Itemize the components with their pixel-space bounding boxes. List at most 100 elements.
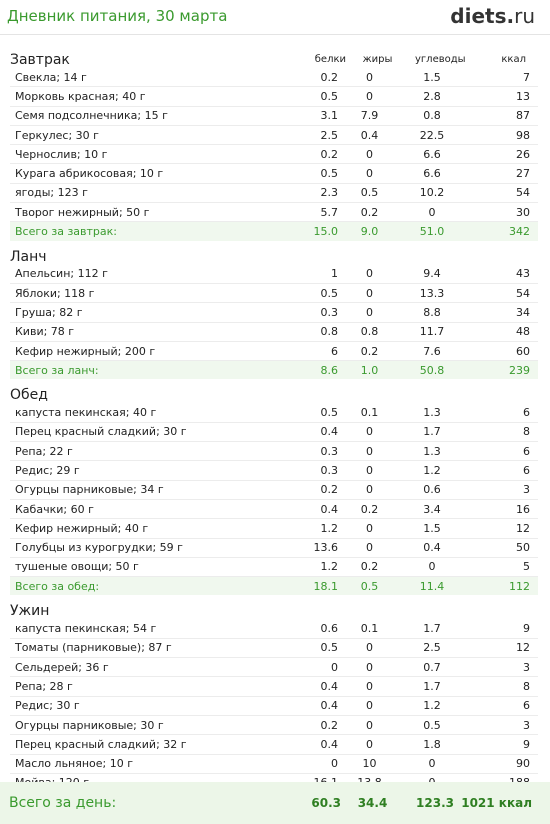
food-kcal: 34: [516, 305, 530, 319]
food-row: Репа; 22 г 0.3 0 1.3 6: [10, 442, 538, 462]
day-total-fat: 34.4: [357, 796, 388, 810]
food-fat: 0: [366, 660, 373, 674]
food-protein: 0.2: [320, 70, 339, 84]
meal-header: Обед: [0, 383, 550, 403]
food-protein: 0.5: [320, 641, 339, 655]
food-fat: 0.5: [360, 186, 379, 200]
food-protein: 6: [331, 344, 338, 358]
food-row: Киви; 78 г 0.8 0.8 11.7 48: [10, 323, 538, 342]
food-carbs: 3.4: [423, 502, 441, 516]
food-protein: 0.5: [320, 286, 339, 300]
food-kcal: 12: [516, 521, 530, 535]
food-fat: 0.8: [360, 325, 379, 339]
food-kcal: 6: [523, 444, 530, 458]
food-row: Семя подсолнечника; 15 г 3.1 7.9 0.8 87: [10, 107, 538, 126]
food-fat: 0: [366, 679, 373, 693]
food-carbs: 2.5: [423, 641, 441, 655]
food-fat: 0: [366, 641, 373, 655]
food-fat: 7.9: [360, 109, 379, 123]
food-row: Геркулес; 30 г 2.5 0.4 22.5 98: [10, 126, 538, 146]
meal-total-protein: 18.1: [313, 579, 339, 593]
day-total-kcal: 1021 ккал: [461, 796, 532, 810]
food-carbs: 0.8: [423, 109, 441, 123]
food-fat: 0: [366, 444, 373, 458]
food-row: Чернослив; 10 г 0.2 0 6.6 26: [10, 145, 538, 165]
brand-tld: ru: [514, 4, 535, 28]
food-carbs: 8.8: [423, 305, 441, 319]
food-row: Яблоки; 118 г 0.5 0 13.3 54: [10, 284, 538, 304]
food-carbs: 0.5: [423, 718, 441, 732]
food-fat: 0: [366, 70, 373, 84]
food-protein: 0.5: [320, 406, 339, 420]
food-fat: 0.1: [360, 622, 379, 636]
brand-name: diets: [450, 4, 507, 28]
food-carbs: 6.6: [423, 147, 441, 161]
food-protein: 0.2: [320, 147, 339, 161]
food-row: Огурцы парниковые; 34 г 0.2 0 0.6 3: [10, 481, 538, 500]
food-protein: 0.5: [320, 89, 339, 103]
food-name: Репа; 28 г: [15, 679, 73, 693]
meal-total-carbs: 11.4: [419, 579, 445, 593]
page-header: Дневник питания, 30 марта diets.ru: [0, 0, 550, 35]
food-row: капуста пекинская; 54 г 0.6 0.1 1.7 9: [10, 619, 538, 639]
meal-total-protein: 8.6: [320, 363, 339, 377]
food-fat: 0: [366, 305, 373, 319]
food-name: Яблоки; 118 г: [15, 286, 95, 300]
meal-total-carbs: 50.8: [419, 363, 445, 377]
food-row: Кефир нежирный; 200 г 6 0.2 7.6 60: [10, 342, 538, 362]
food-row: Курага абрикосовая; 10 г 0.5 0 6.6 27: [10, 164, 538, 184]
food-name: Творог нежирный; 50 г: [15, 205, 150, 219]
food-kcal: 87: [516, 109, 530, 123]
food-carbs: 7.6: [423, 344, 441, 358]
food-kcal: 60: [516, 344, 530, 358]
brand-logo[interactable]: diets.ru: [450, 4, 535, 28]
food-kcal: 50: [516, 541, 530, 555]
food-carbs: 2.8: [423, 89, 441, 103]
food-protein: 0.3: [320, 305, 339, 319]
food-name: Перец красный сладкий; 30 г: [15, 425, 187, 439]
food-name: Голубцы из курогрудки; 59 г: [15, 541, 183, 555]
food-name: Кефир нежирный; 200 г: [15, 344, 156, 358]
column-header-protein: белки: [314, 54, 346, 65]
food-name: Томаты (парниковые); 87 г: [15, 641, 172, 655]
food-protein: 0.5: [320, 167, 339, 181]
food-row: Творог нежирный; 50 г 5.7 0.2 0 30: [10, 203, 538, 223]
food-carbs: 1.5: [423, 70, 441, 84]
food-carbs: 13.3: [419, 286, 445, 300]
page-title: Дневник питания, 30 марта: [7, 7, 228, 25]
food-fat: 0: [366, 718, 373, 732]
food-protein: 0.3: [320, 463, 339, 477]
meal-total-fat: 0.5: [360, 579, 379, 593]
food-kcal: 3: [523, 660, 530, 674]
food-name: Масло льняное; 10 г: [15, 757, 134, 771]
brand-dot: .: [506, 4, 515, 28]
food-carbs: 0.6: [423, 483, 441, 497]
food-kcal: 3: [523, 718, 530, 732]
food-carbs: 0: [428, 757, 436, 771]
food-fat: 0.2: [360, 344, 379, 358]
food-fat: 0: [366, 167, 373, 181]
food-kcal: 3: [523, 483, 530, 497]
food-row: Репа; 28 г 0.4 0 1.7 8: [10, 677, 538, 697]
food-name: Редис; 30 г: [15, 699, 80, 713]
food-protein: 0.4: [320, 699, 339, 713]
food-row: Кабачки; 60 г 0.4 0.2 3.4 16: [10, 500, 538, 520]
diary-content: Завтрак белки жиры углеводы ккал Свекла; 14 г…: [0, 44, 550, 812]
meal-section: Ужин капуста пекинская; 54 г 0.6 0.1 1.7 9 Том…: [0, 599, 550, 812]
food-row: капуста пекинская; 40 г 0.5 0.1 1.3 6: [10, 403, 538, 423]
food-row: Томаты (парниковые); 87 г 0.5 0 2.5 12: [10, 639, 538, 659]
day-total-carbs: 123.3: [416, 796, 454, 810]
meal-title: Ужин: [10, 603, 50, 620]
food-name: Курага абрикосовая; 10 г: [15, 167, 164, 181]
food-kcal: 6: [523, 699, 530, 713]
food-fat: 0: [366, 463, 373, 477]
food-row: Морковь красная; 40 г 0.5 0 2.8 13: [10, 87, 538, 107]
meal-total-label: Всего за завтрак:: [15, 225, 118, 239]
food-protein: 0.3: [320, 444, 339, 458]
meal-total-fat: 1.0: [360, 363, 379, 377]
food-carbs: 1.3: [423, 406, 441, 420]
food-fat: 0.2: [360, 560, 379, 574]
food-carbs: 1.7: [423, 622, 441, 636]
food-protein: 1.2: [320, 560, 339, 574]
food-name: Репа; 22 г: [15, 444, 73, 458]
